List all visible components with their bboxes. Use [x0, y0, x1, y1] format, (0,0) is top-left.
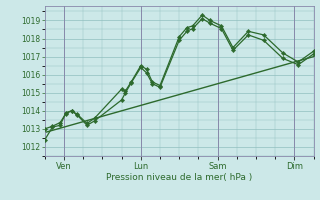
- X-axis label: Pression niveau de la mer( hPa ): Pression niveau de la mer( hPa ): [106, 173, 252, 182]
